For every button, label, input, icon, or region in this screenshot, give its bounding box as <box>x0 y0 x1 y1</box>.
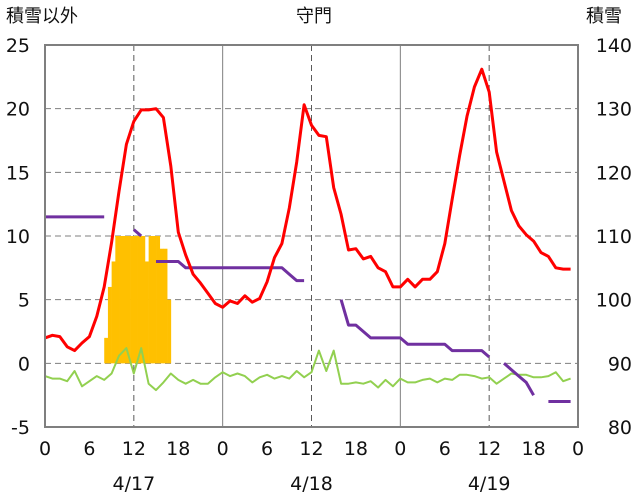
plot-frame <box>44 44 579 428</box>
x-tick-label: 12 <box>299 438 323 460</box>
x-tick-label: 0 <box>217 438 229 460</box>
date-label: 4/17 <box>112 473 155 495</box>
sunshine-bar <box>107 286 112 364</box>
snow-depth-line <box>156 260 305 283</box>
x-tick-label: 12 <box>477 438 501 460</box>
sunshine-bar <box>144 261 149 364</box>
sunshine-bar <box>137 236 142 364</box>
snow-depth-line <box>132 228 143 238</box>
sunshine-bar <box>111 261 116 364</box>
y-tick-label-left: 0 <box>18 353 30 375</box>
date-label: 4/19 <box>468 473 511 495</box>
sunshine-bar <box>167 299 172 364</box>
y-tick-label-left: 25 <box>6 35 30 57</box>
y-tick-label-right: 110 <box>596 226 632 248</box>
y-tick-label-left: 15 <box>6 162 30 184</box>
y-tick-label-right: 140 <box>596 35 632 57</box>
x-tick-label: 18 <box>344 438 368 460</box>
sunshine-bar <box>156 236 161 364</box>
x-tick-label: 0 <box>572 438 584 460</box>
x-tick-label: 6 <box>439 438 451 460</box>
sunshine-bar <box>133 236 138 364</box>
sunshine-bar <box>148 236 153 364</box>
y-tick-label-left: 10 <box>6 226 30 248</box>
x-tick-label: 12 <box>122 438 146 460</box>
y-tick-label-right: 130 <box>596 99 632 121</box>
y-tick-label-right: 120 <box>596 162 632 184</box>
date-label: 4/18 <box>290 473 333 495</box>
y-tick-label-left: 20 <box>6 99 30 121</box>
x-tick-label: 0 <box>394 438 406 460</box>
sunshine-bar <box>104 337 109 364</box>
x-tick-label: 18 <box>521 438 545 460</box>
x-tick-label: 6 <box>261 438 273 460</box>
snow-depth-line <box>339 299 491 359</box>
chart-title: 守門 <box>296 6 332 27</box>
sunshine-bar <box>115 236 120 364</box>
snow-depth-line <box>503 362 535 396</box>
y-tick-label-right: 100 <box>596 290 632 312</box>
sunshine-bar <box>119 236 124 364</box>
y-tick-label-right: 80 <box>608 417 632 439</box>
temperature-line <box>44 67 571 353</box>
sunshine-bar <box>126 236 131 364</box>
sunshine-bar <box>141 236 146 364</box>
left-axis-title: 積雪以外 <box>6 6 78 27</box>
sunshine-bar <box>152 236 157 364</box>
x-tick-label: 6 <box>83 438 95 460</box>
x-tick-label: 18 <box>166 438 190 460</box>
x-tick-label: 0 <box>39 438 51 460</box>
y-tick-label-left: 5 <box>18 290 30 312</box>
sunshine-bar <box>130 236 135 364</box>
right-axis-title: 積雪 <box>586 6 622 27</box>
sunshine-bar <box>122 236 127 364</box>
y-tick-label-left: -5 <box>11 417 30 439</box>
sunshine-bar <box>159 248 164 364</box>
y-tick-label-right: 90 <box>608 353 632 375</box>
humidity-line <box>44 347 571 392</box>
sunshine-bar <box>163 248 168 364</box>
